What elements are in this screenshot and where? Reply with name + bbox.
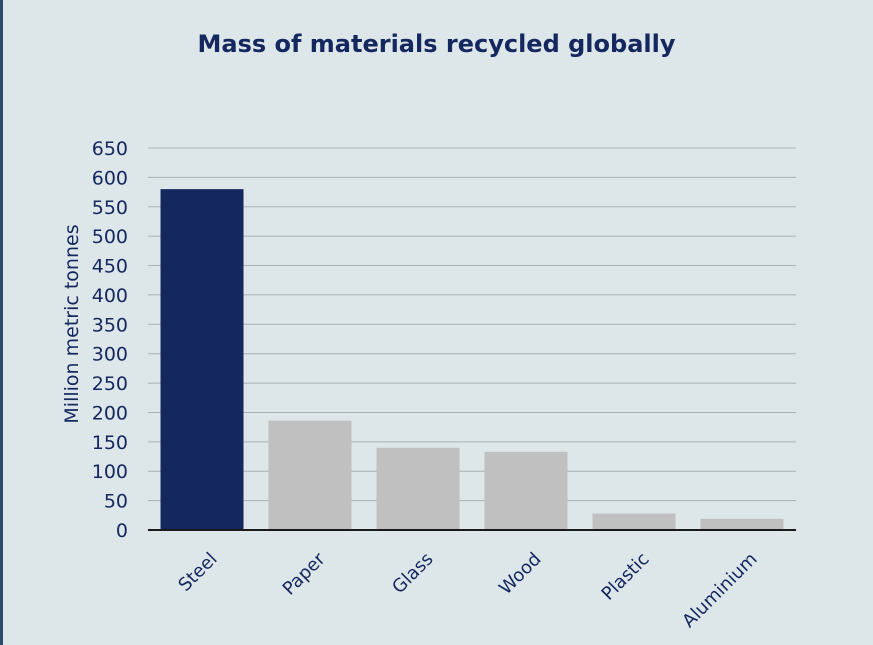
y-tick-label: 600	[92, 167, 128, 189]
x-category-label: Steel	[174, 549, 221, 596]
y-tick-label: 50	[104, 491, 128, 513]
x-category-label: Aluminium	[678, 549, 761, 632]
bar-plastic	[592, 513, 676, 530]
bar-paper	[268, 420, 352, 530]
y-tick-labels: 0 50 100 150 200 250 300 350 400 450 500 550 600 650	[92, 138, 128, 542]
bar-aluminium	[700, 518, 784, 530]
y-tick-label: 650	[92, 138, 128, 160]
y-tick-label: 550	[92, 197, 128, 219]
gridlines	[148, 147, 796, 502]
bar-wood	[484, 451, 568, 530]
x-category-label: Paper	[279, 548, 330, 599]
y-tick-label: 450	[92, 256, 128, 278]
window-left-border	[0, 0, 3, 645]
x-category-label: Plastic	[598, 549, 654, 605]
y-tick-label: 300	[92, 344, 128, 366]
y-tick-label: 250	[92, 373, 128, 395]
y-tick-label: 350	[92, 314, 128, 336]
x-category-label: Glass	[388, 549, 437, 598]
chart-title: Mass of materials recycled globally	[197, 30, 676, 58]
y-tick-label: 150	[92, 432, 128, 454]
x-category-label: Wood	[495, 549, 545, 599]
bar-steel	[160, 189, 244, 530]
y-tick-label: 200	[92, 402, 128, 424]
y-axis-title: Million metric tonnes	[61, 224, 83, 423]
x-category-labels: Steel Paper Glass Wood Plastic Aluminium	[174, 548, 761, 632]
y-tick-label: 400	[92, 285, 128, 307]
y-tick-label: 0	[116, 520, 128, 542]
y-tick-label: 500	[92, 226, 128, 248]
bar-glass	[376, 447, 460, 530]
bars	[160, 189, 784, 530]
y-tick-label: 100	[92, 461, 128, 483]
